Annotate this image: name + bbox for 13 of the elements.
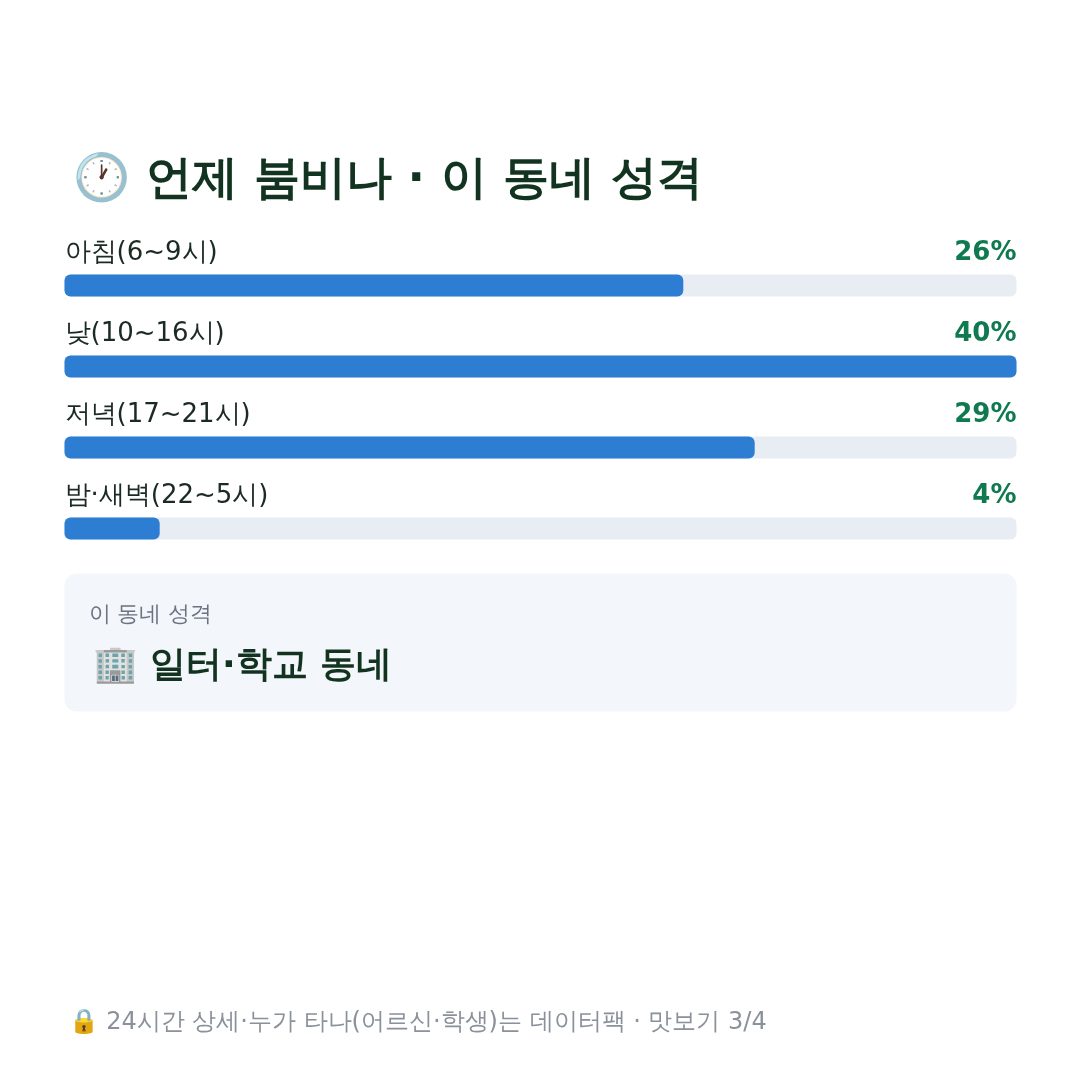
y-tick-label: 낮(10~16시) — [64, 316, 225, 347]
data-label: 26% — [954, 235, 1017, 266]
text: 🔒 24시간 상세·누가 타나(어르신·학생)는 데이터팩 · 맛보기 3/4 — [68, 1006, 767, 1035]
y-tick-label: 아침(6~9시) — [64, 235, 218, 266]
data-label: 40% — [954, 316, 1017, 347]
text: 이 동네 성격 — [88, 601, 213, 626]
bar — [64, 517, 160, 540]
text: 🏢 일터·학교 동네 — [92, 643, 393, 684]
chart-title: 🕐 언제 붐비나 · 이 동네 성격 — [72, 149, 704, 204]
y-tick-label: 저녁(17~21시) — [64, 397, 251, 428]
data-label: 29% — [954, 397, 1017, 428]
y-tick-label: 밤·새벽(22~5시) — [64, 478, 269, 509]
data-label: 4% — [972, 478, 1017, 509]
